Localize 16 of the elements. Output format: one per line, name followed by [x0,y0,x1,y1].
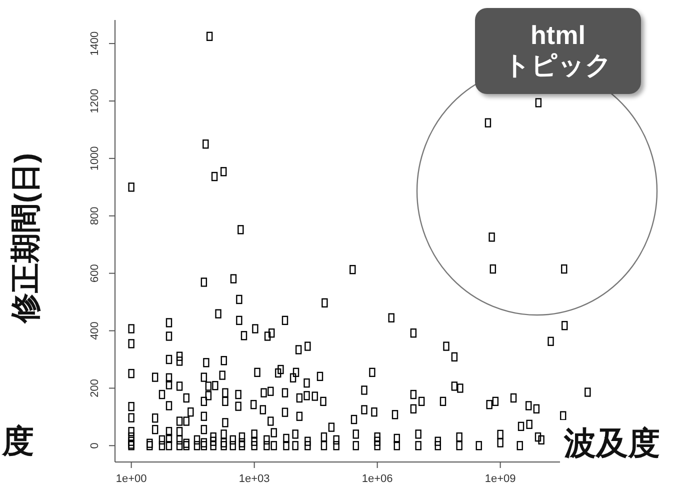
y-tick-label: 800 [89,206,101,226]
x-tick-label: 1e+00 [116,473,147,485]
y-tick-label: 0 [89,442,101,449]
y-tick-label: 1400 [89,31,101,56]
y-tick-label: 600 [89,264,101,282]
x-tick-label: 1e+06 [362,473,393,485]
y-tick-label: 1200 [89,88,101,114]
y-tick-label: 400 [89,322,101,340]
x-tick-label: 1e+03 [238,473,270,485]
text: 度 [2,422,34,461]
y-tick-label: 1000 [89,146,101,171]
annotation: html トピック [504,20,612,81]
x-axis-title: 波及度 [560,420,664,468]
x-tick-label: 1e+09 [484,473,516,485]
y-tick-label: 200 [89,379,101,398]
y-axis-title: 修正期間(日) [8,153,44,323]
